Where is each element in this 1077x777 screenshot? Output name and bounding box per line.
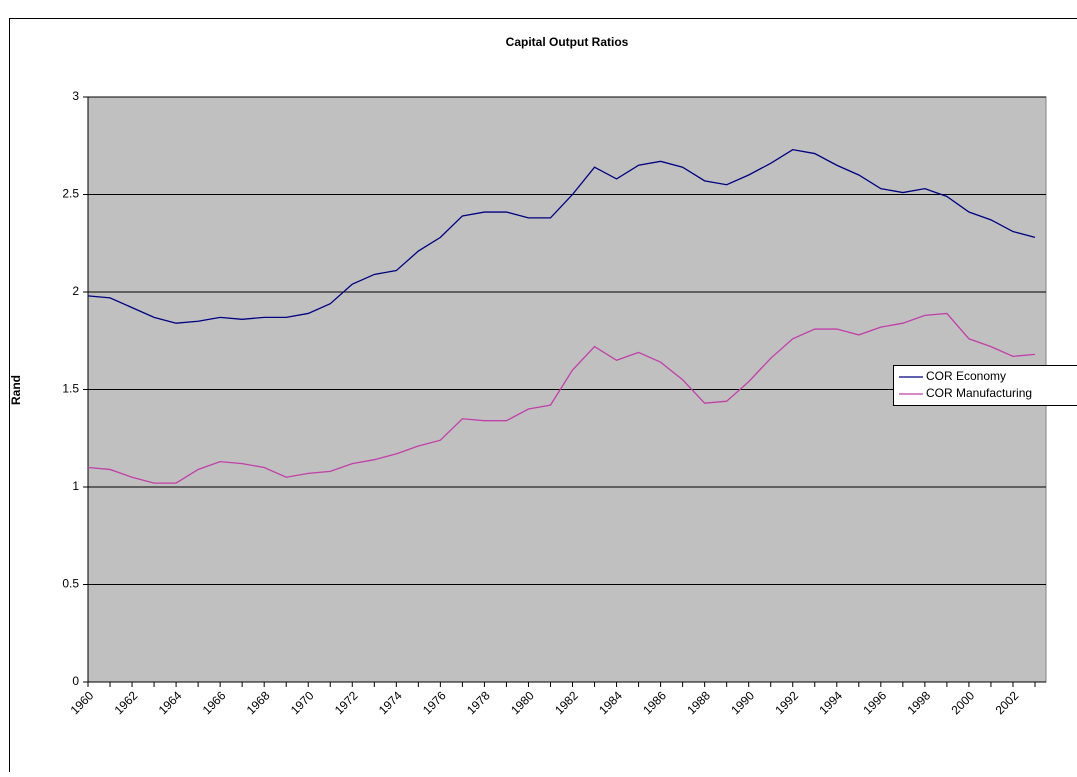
y-tick-label: 2 bbox=[72, 284, 79, 298]
y-tick-label: 1.5 bbox=[62, 382, 79, 396]
y-tick-label: 0.5 bbox=[62, 577, 79, 591]
legend-label: COR Manufacturing bbox=[926, 386, 1032, 400]
y-tick-label: 2.5 bbox=[62, 187, 79, 201]
chart-title: Capital Output Ratios bbox=[506, 35, 629, 49]
y-tick-label: 3 bbox=[72, 89, 79, 103]
y-axis-label: Rand bbox=[9, 375, 23, 405]
y-tick-label: 1 bbox=[72, 479, 79, 493]
y-tick-label: 0 bbox=[72, 674, 79, 688]
legend-label: COR Economy bbox=[926, 369, 1006, 383]
